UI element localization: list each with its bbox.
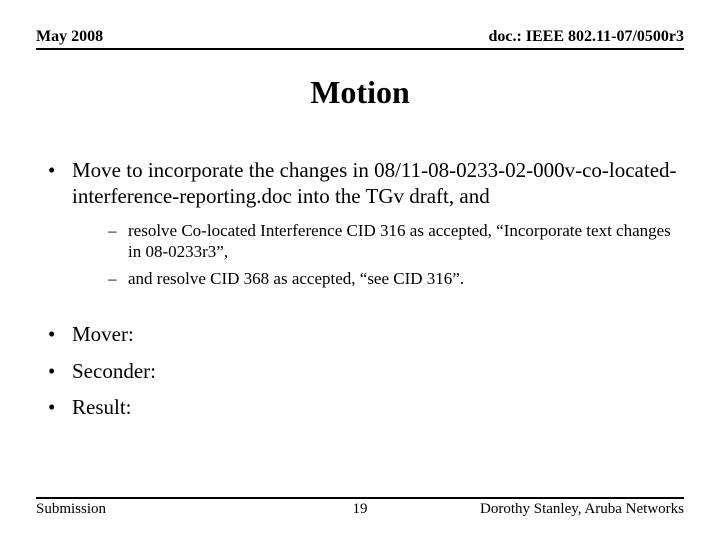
bullet-list-2: Mover: Seconder: Result: xyxy=(36,321,684,420)
footer: Submission 19 Dorothy Stanley, Aruba Net… xyxy=(36,497,684,518)
bullet-main-1-text: Move to incorporate the changes in 08/11… xyxy=(72,158,677,208)
footer-author: Dorothy Stanley, Aruba Networks xyxy=(468,501,684,518)
footer-row: Submission 19 Dorothy Stanley, Aruba Net… xyxy=(36,501,684,518)
bullet-result: Result: xyxy=(36,394,684,420)
footer-rule xyxy=(36,497,684,499)
header-date: May 2008 xyxy=(36,28,103,46)
bullet-main-1: Move to incorporate the changes in 08/11… xyxy=(36,157,684,289)
footer-page-number: 19 xyxy=(252,501,468,518)
header-bar: May 2008 doc.: IEEE 802.11-07/0500r3 xyxy=(36,28,684,50)
spacer xyxy=(36,299,684,321)
bullet-seconder: Seconder: xyxy=(36,358,684,384)
sub-bullet-2: and resolve CID 368 as accepted, “see CI… xyxy=(72,268,684,289)
bullet-mover: Mover: xyxy=(36,321,684,347)
footer-left: Submission xyxy=(36,501,252,518)
header-docref: doc.: IEEE 802.11-07/0500r3 xyxy=(488,28,684,46)
bullet-list: Move to incorporate the changes in 08/11… xyxy=(36,157,684,289)
sub-bullet-list: resolve Co-located Interference CID 316 … xyxy=(72,220,684,290)
slide-title: Motion xyxy=(36,74,684,111)
sub-bullet-1: resolve Co-located Interference CID 316 … xyxy=(72,220,684,263)
